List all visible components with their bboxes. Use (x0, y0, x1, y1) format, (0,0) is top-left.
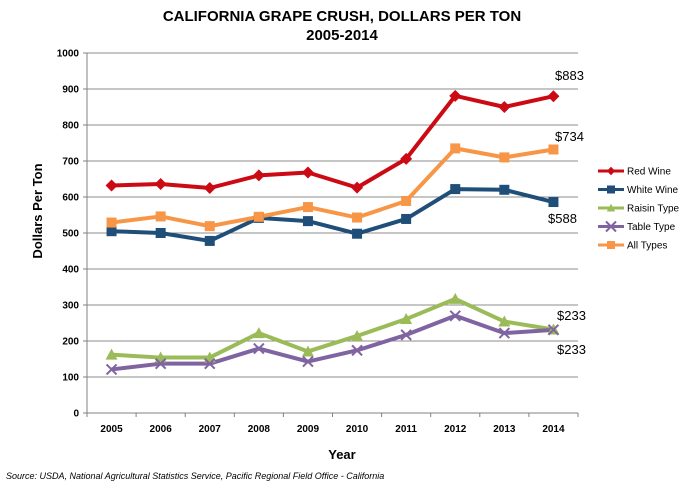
point-red-wine (547, 90, 560, 103)
annotation-white-wine: $588 (548, 211, 577, 226)
point-table-type (547, 324, 560, 336)
y-tick-label: 300 (62, 301, 79, 312)
point-white-wine (204, 235, 215, 246)
point-all-types (548, 144, 559, 155)
x-tick-label: 2008 (248, 424, 271, 435)
legend-label: White Wine (627, 185, 679, 196)
point-raisin-type (498, 315, 511, 327)
annotation-red-wine: $883 (555, 68, 584, 83)
x-tick-label: 2005 (100, 424, 123, 435)
point-white-wine (352, 228, 363, 239)
legend-marker (607, 241, 615, 249)
x-tick-label: 2006 (150, 424, 173, 435)
point-white-wine (106, 226, 117, 237)
y-tick-label: 700 (62, 157, 79, 168)
point-red-wine (498, 101, 511, 113)
annotation-raisin-type: $233 (557, 308, 586, 323)
series-line-raisin-type (111, 296, 554, 360)
y-tick-label: 1000 (57, 49, 80, 60)
point-red-wine (154, 178, 167, 191)
legend: Red Wine White Wine Raisin Type Table Type A… (598, 167, 680, 252)
point-all-types (106, 217, 117, 228)
point-white-wine (302, 216, 313, 227)
point-raisin-type (351, 329, 364, 341)
point-table-type (105, 363, 118, 376)
series-line-red-wine (111, 93, 554, 190)
point-all-types (499, 152, 510, 163)
point-all-types (352, 212, 363, 223)
legend-label: Raisin Type (627, 204, 680, 215)
annotation-all-types: $734 (555, 129, 584, 144)
annotation-table-type: $233 (557, 342, 586, 357)
point-red-wine (203, 182, 216, 194)
legend-marker (607, 185, 615, 194)
point-white-wine (548, 197, 559, 208)
point-red-wine (449, 89, 462, 102)
x-tick-label: 2010 (346, 424, 369, 435)
point-raisin-type (105, 348, 118, 360)
point-table-type (302, 355, 314, 368)
series-line-table-type (111, 313, 554, 372)
x-tick-label: 2009 (297, 424, 320, 435)
y-tick-label: 600 (62, 193, 79, 204)
point-white-wine (401, 213, 412, 224)
legend-label: Table Type (627, 222, 676, 233)
series-markers (105, 89, 560, 376)
y-tick-label: 800 (62, 121, 79, 132)
x-tick-label: 2013 (493, 424, 516, 435)
point-all-types (253, 211, 264, 222)
point-raisin-type (449, 292, 462, 304)
source-note: Source: USDA, National Agricultural Stat… (6, 471, 384, 481)
y-tick-label: 0 (73, 409, 79, 420)
point-raisin-type (400, 313, 413, 325)
y-axis-label: Dollars Per Ton (30, 163, 45, 258)
point-red-wine (105, 179, 118, 192)
x-axis-label: Year (328, 447, 355, 462)
point-all-types (204, 221, 215, 232)
point-white-wine (155, 228, 166, 238)
legend-marker (606, 166, 616, 176)
y-tick-label: 500 (62, 229, 79, 240)
legend-label: Red Wine (627, 167, 671, 178)
point-all-types (302, 202, 313, 213)
series-line-white-wine (111, 187, 554, 243)
legend-label: All Types (627, 241, 667, 252)
point-red-wine (400, 152, 413, 165)
point-red-wine (252, 169, 265, 182)
point-raisin-type (301, 345, 314, 357)
point-table-type (253, 342, 265, 355)
point-all-types (155, 211, 166, 222)
point-red-wine (301, 166, 314, 179)
x-tick-label: 2007 (199, 424, 222, 435)
point-table-type (498, 327, 511, 339)
gridlines (87, 52, 578, 378)
point-red-wine (351, 181, 364, 194)
x-tick-label: 2014 (542, 424, 565, 435)
point-all-types (450, 143, 461, 154)
y-tick-label: 400 (62, 265, 79, 276)
x-axis-ticks: 2005 2006 2007 2008 2009 2010 2011 2012 2013 2014 (86, 413, 579, 435)
chart-title-line2: 2005-2014 (306, 27, 378, 44)
legend-marker (606, 203, 616, 212)
point-raisin-type (252, 327, 265, 339)
chart-title-line1: CALIFORNIA GRAPE CRUSH, DOLLARS PER TON (163, 8, 521, 25)
point-table-type (449, 310, 461, 322)
y-axis-ticks: 0 100 200 300 400 500 600 700 800 900 1000 (57, 49, 87, 420)
point-table-type (154, 357, 167, 370)
point-table-type (204, 357, 216, 370)
point-table-type (351, 344, 363, 357)
point-white-wine (499, 184, 510, 195)
series-line-all-types (111, 146, 554, 229)
y-tick-label: 900 (62, 85, 79, 96)
point-white-wine (450, 184, 461, 195)
legend-marker (605, 220, 617, 233)
x-tick-label: 2011 (395, 424, 417, 435)
y-tick-label: 100 (62, 373, 79, 384)
point-all-types (401, 195, 412, 206)
y-tick-label: 200 (62, 337, 79, 348)
series-lines (111, 93, 554, 372)
point-table-type (400, 329, 412, 341)
x-tick-label: 2012 (444, 424, 467, 435)
